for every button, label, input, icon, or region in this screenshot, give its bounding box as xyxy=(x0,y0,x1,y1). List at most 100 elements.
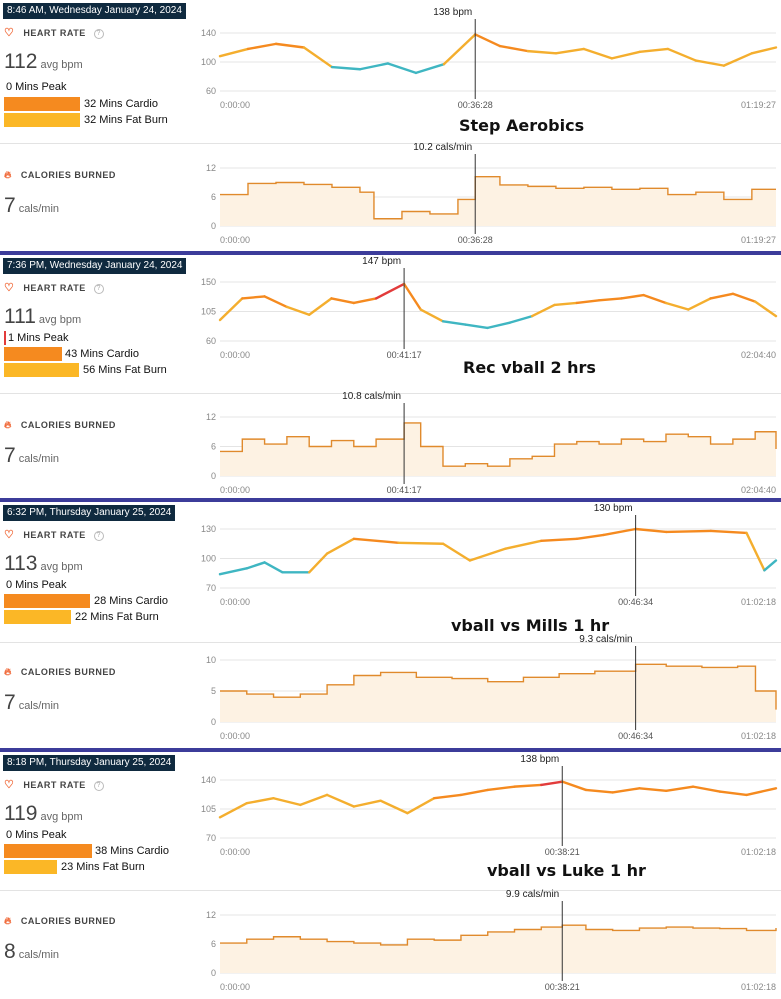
peak-time-label: 00:36:28 xyxy=(458,100,493,110)
y-tick-label: 10 xyxy=(206,655,216,665)
heart-rate-segment xyxy=(419,308,445,323)
calories-value: 7 cals/min xyxy=(4,194,60,217)
heart-rate-segment xyxy=(513,783,543,788)
heart-rate-segment xyxy=(218,802,248,819)
heart-rate-segment xyxy=(352,537,400,544)
heart-rate-segment xyxy=(414,62,446,75)
heart-rate-title: ♡ HEART RATE? xyxy=(4,528,104,541)
heart-rate-segment xyxy=(508,314,534,324)
avg-bpm: 112 avg bpm xyxy=(4,50,83,73)
heart-rate-segment xyxy=(554,47,586,55)
heart-rate-title: ♡ HEART RATE? xyxy=(4,26,104,39)
help-icon[interactable]: ? xyxy=(93,29,104,39)
heart-rate-segment xyxy=(352,799,382,808)
y-tick-label: 70 xyxy=(206,583,216,593)
x-start-label: 0:00:00 xyxy=(220,485,250,495)
heart-rate-segment xyxy=(302,46,334,69)
heart-rate-segment xyxy=(665,785,695,792)
heart-rate-segment xyxy=(504,539,543,550)
y-tick-label: 12 xyxy=(206,163,216,173)
session-2: 7:36 PM, Wednesday January 24, 2024 ♡ HEA… xyxy=(0,255,781,501)
heart-rate-segment xyxy=(325,537,356,555)
peak-time-label: 00:46:34 xyxy=(618,597,653,607)
y-tick-label: 105 xyxy=(201,804,216,814)
heart-icon: ♡ xyxy=(4,779,15,791)
heart-rate-segment xyxy=(379,799,409,815)
heart-rate-segment xyxy=(498,44,530,53)
peak-value-label: 147 bpm xyxy=(362,256,401,267)
calories-chart[interactable]: 0 5 10 0:00:00 01:02:18 9.3 cals/min 00:46:34 xyxy=(0,502,781,748)
calories-line xyxy=(220,176,776,220)
heart-rate-segment xyxy=(386,62,418,75)
x-start-label: 0:00:00 xyxy=(220,847,250,857)
heart-rate-segment xyxy=(620,293,645,300)
calories-chart[interactable]: 0 6 12 0:00:00 01:19:27 10.2 cals/min 00:36:28 xyxy=(0,0,781,246)
heart-rate-segment xyxy=(468,547,507,562)
heart-rate-segment xyxy=(352,297,378,305)
zone-cardio-bar xyxy=(4,844,92,858)
x-end-label: 01:19:27 xyxy=(741,235,776,245)
peak-time-label: 00:41:17 xyxy=(387,485,422,495)
y-tick-label: 12 xyxy=(206,412,216,422)
heart-rate-segment xyxy=(665,529,713,534)
calories-chart[interactable]: 0 6 12 0:00:00 02:04:40 10.8 cals/min 00:41:17 xyxy=(0,255,781,501)
heart-icon: ♡ xyxy=(4,529,15,541)
heart-rate-segment xyxy=(610,50,642,60)
calories-area xyxy=(220,422,776,476)
activity-name: Step Aerobics xyxy=(459,116,585,135)
peak-value-label: 138 bpm xyxy=(520,754,559,765)
help-icon[interactable]: ? xyxy=(93,284,104,294)
flame-icon: 🔥︎ xyxy=(4,170,12,181)
heart-rate-segment xyxy=(218,47,250,58)
heart-rate-segment xyxy=(274,42,306,49)
y-tick-label: 12 xyxy=(206,910,216,920)
heart-rate-segment xyxy=(397,541,445,545)
y-tick-label: 6 xyxy=(211,939,216,949)
heart-rate-chart[interactable]: 70 105 140 0:00:00 01:02:18 138 bpm 00:38:21 xyxy=(0,752,781,998)
x-start-label: 0:00:00 xyxy=(220,235,250,245)
y-tick-label: 100 xyxy=(201,57,216,67)
y-tick-label: 150 xyxy=(201,277,216,287)
heart-rate-segment xyxy=(474,33,502,48)
calories-line xyxy=(220,924,777,946)
heart-rate-segment xyxy=(575,299,601,305)
x-start-label: 0:00:00 xyxy=(220,731,250,741)
x-end-label: 01:19:27 xyxy=(741,100,776,110)
calories-chart[interactable]: 0 6 12 0:00:00 01:02:18 9.9 cals/min 00:38:21 xyxy=(0,752,781,998)
x-start-label: 0:00:00 xyxy=(220,597,250,607)
zone-cardio-bar xyxy=(4,594,90,608)
heart-rate-segment xyxy=(731,292,757,303)
session-4: 8:18 PM, Thursday January 25, 2024 ♡ HEAR… xyxy=(0,752,781,998)
heart-rate-segment xyxy=(330,297,355,305)
heart-rate-segment xyxy=(245,561,266,570)
x-end-label: 01:02:18 xyxy=(741,731,776,741)
flame-icon: 🔥︎ xyxy=(4,667,12,678)
help-icon[interactable]: ? xyxy=(93,781,104,791)
y-tick-label: 5 xyxy=(211,686,216,696)
avg-bpm: 111 avg bpm xyxy=(4,305,82,328)
heart-rate-segment xyxy=(246,42,278,51)
heart-rate-title: ♡ HEART RATE? xyxy=(4,281,104,294)
y-tick-label: 140 xyxy=(201,28,216,38)
heart-rate-segment xyxy=(666,47,698,62)
heart-rate-segment xyxy=(464,323,489,330)
heart-rate-segment xyxy=(584,788,614,794)
heart-rate-segment xyxy=(441,320,467,326)
help-icon[interactable]: ? xyxy=(93,531,104,541)
y-tick-label: 0 xyxy=(211,221,216,231)
heart-rate-segment xyxy=(691,785,721,793)
heart-rate-segment xyxy=(745,787,778,797)
heart-rate-segment xyxy=(763,559,778,572)
y-tick-label: 70 xyxy=(206,833,216,843)
heart-rate-segment xyxy=(218,297,244,322)
heart-rate-segment xyxy=(325,793,356,808)
heart-rate-segment xyxy=(540,780,564,787)
calories-line xyxy=(220,422,777,467)
peak-value-label: 10.2 cals/min xyxy=(413,142,472,153)
heart-rate-title: ♡ HEART RATE? xyxy=(4,778,104,791)
heart-rate-segment xyxy=(374,282,406,300)
session-date: 8:18 PM, Thursday January 25, 2024 xyxy=(3,755,176,771)
